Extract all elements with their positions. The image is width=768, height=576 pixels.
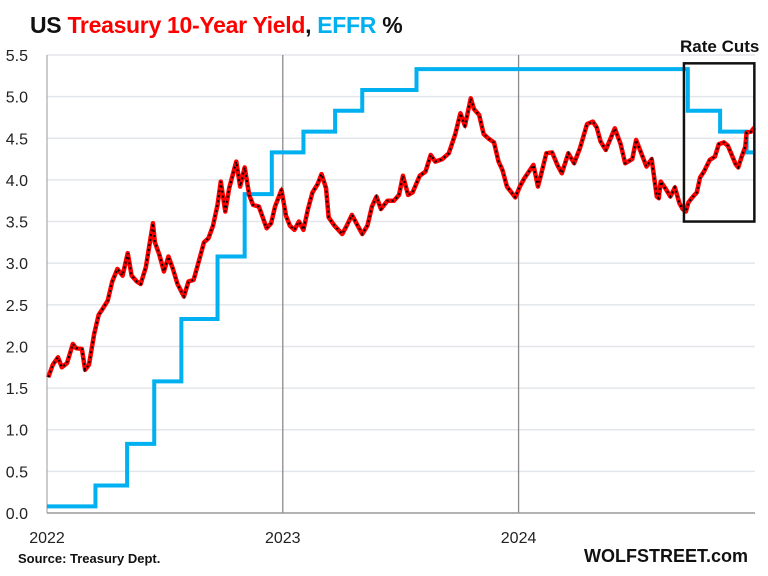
title-yield: Treasury 10-Year Yield	[67, 12, 306, 38]
y-tick-label: 2.0	[6, 339, 28, 356]
x-tick-label: 2022	[29, 530, 65, 547]
y-tick-label: 3.5	[6, 215, 28, 232]
source-note: Source: Treasury Dept.	[18, 551, 161, 566]
y-tick-label: 1.0	[6, 423, 28, 440]
title-comma: ,	[305, 12, 318, 38]
rate-cuts-box	[682, 62, 756, 223]
x-tick-label: 2023	[265, 530, 301, 547]
y-tick-label: 3.0	[6, 256, 28, 273]
chart-title: US Treasury 10-Year Yield, EFFR %	[30, 12, 403, 39]
x-tick-label: 2024	[501, 530, 537, 547]
y-tick-label: 2.5	[6, 298, 28, 315]
title-us: US	[30, 12, 68, 38]
y-tick-label: 5.0	[6, 90, 28, 107]
effr-series-line	[47, 67, 755, 509]
rate-cuts-label: Rate Cuts	[680, 37, 760, 56]
yield-series-line	[46, 96, 757, 379]
y-tick-label: 1.5	[6, 381, 28, 398]
y-tick-label: 0.0	[6, 506, 28, 523]
y-tick-label: 4.0	[6, 173, 28, 190]
y-tick-label: 4.5	[6, 131, 28, 148]
brand-watermark: WOLFSTREET.com	[583, 546, 748, 566]
y-tick-label: 5.5	[6, 48, 28, 65]
title-effr: EFFR	[317, 12, 377, 38]
y-tick-label: 0.5	[6, 464, 28, 481]
title-percent: %	[376, 12, 403, 38]
